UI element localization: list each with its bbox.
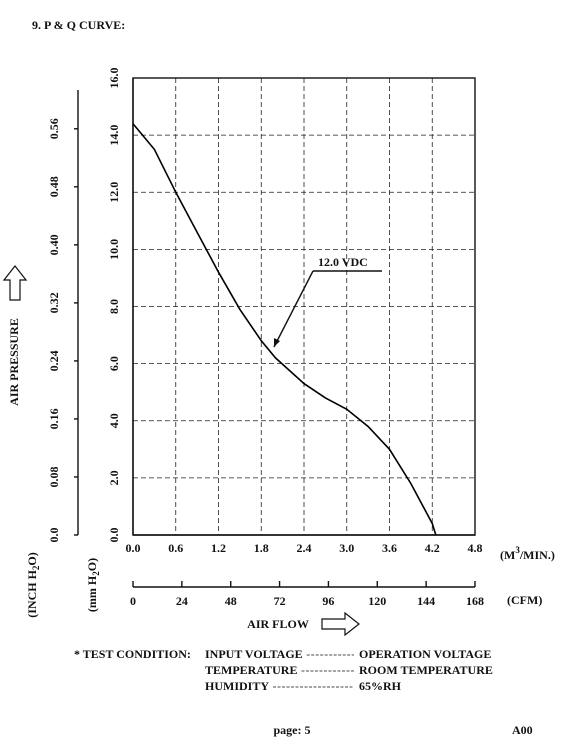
y-tick-label: 14.0: [107, 125, 121, 146]
x2-unit: (CFM): [507, 593, 542, 607]
x-tick-label: 1.8: [254, 541, 269, 555]
x-tick-label: 1.2: [211, 541, 226, 555]
x-tick-label: 0.0: [126, 541, 141, 555]
y2-tick-label: 0.40: [47, 234, 61, 255]
y-tick-label: 12.0: [107, 182, 121, 203]
revision: A00: [512, 723, 533, 737]
condition-value: ROOM TEMPERATURE: [359, 663, 493, 677]
x-unit: (M3/MIN.): [500, 545, 555, 562]
y-unit: (mm H2O): [85, 558, 101, 612]
y-tick-label: 2.0: [107, 470, 121, 485]
x-tick-label: 2.4: [297, 541, 312, 555]
x-tick-label: 3.6: [382, 541, 397, 555]
x2-tick-label: 96: [322, 594, 334, 608]
unit-sub: 2: [31, 565, 41, 570]
x2-tick-label: 168: [466, 594, 484, 608]
heading: 9. P & Q CURVE:: [32, 18, 125, 32]
x2-tick-label: 120: [368, 594, 386, 608]
x-tick-label: 4.2: [425, 541, 440, 555]
y-tick-label: 0.0: [107, 528, 121, 543]
y2-tick-label: 0.16: [47, 408, 61, 429]
x2-tick-label: 144: [417, 594, 435, 608]
y2-tick-label: 0.56: [47, 118, 61, 139]
curve: [132, 123, 437, 536]
condition-value: OPERATION VOLTAGE: [359, 647, 491, 661]
page-number: page: 5: [274, 723, 311, 737]
unit-part: O): [25, 552, 39, 565]
y2-tick-label: 0.32: [47, 292, 61, 313]
x-tick-label: 4.8: [468, 541, 483, 555]
y2-tick-label: 0.24: [47, 350, 61, 371]
leader-arrow: [274, 338, 280, 347]
condition-item: INPUT VOLTAGE: [205, 647, 303, 661]
test-condition-label: * TEST CONDITION:: [74, 647, 191, 661]
unit-part: /MIN.): [519, 548, 555, 562]
unit-part: (INCH H: [25, 569, 39, 617]
unit-sub: 2: [91, 571, 101, 576]
leader-line: [273, 270, 314, 348]
unit-part: (M: [500, 548, 515, 562]
unit-part: O): [85, 558, 99, 571]
y2-tick-label: 0.0: [47, 528, 61, 543]
y-tick-label: 6.0: [107, 356, 121, 371]
y-tick-label: 16.0: [107, 68, 121, 89]
unit-sup: 3: [515, 545, 520, 555]
x-tick-label: 3.0: [339, 541, 354, 555]
condition-item: TEMPERATURE: [205, 663, 297, 677]
y-axis-label: AIR PRESSURE: [7, 318, 21, 406]
y2-tick-label: 0.08: [47, 466, 61, 487]
x2-tick-label: 48: [225, 594, 237, 608]
right-arrow: [321, 611, 360, 637]
unit-part: (mm H: [85, 575, 99, 612]
x2-tick-label: 24: [176, 594, 188, 608]
series-label: 12.0 VDC: [318, 255, 368, 269]
x2-tick-label: 0: [130, 594, 136, 608]
condition-item: HUMIDITY: [205, 679, 269, 693]
y2-unit: (INCH H2O): [25, 552, 41, 618]
y-tick-label: 10.0: [107, 239, 121, 260]
up-arrow: [2, 265, 28, 301]
condition-value: 65%RH: [359, 679, 402, 693]
y-tick-label: 4.0: [107, 413, 121, 428]
x2-tick-label: 72: [274, 594, 286, 608]
y-tick-label: 8.0: [107, 299, 121, 314]
x-tick-label: 0.6: [168, 541, 183, 555]
y2-tick-label: 0.48: [47, 176, 61, 197]
x-axis-label: AIR FLOW: [247, 617, 309, 631]
